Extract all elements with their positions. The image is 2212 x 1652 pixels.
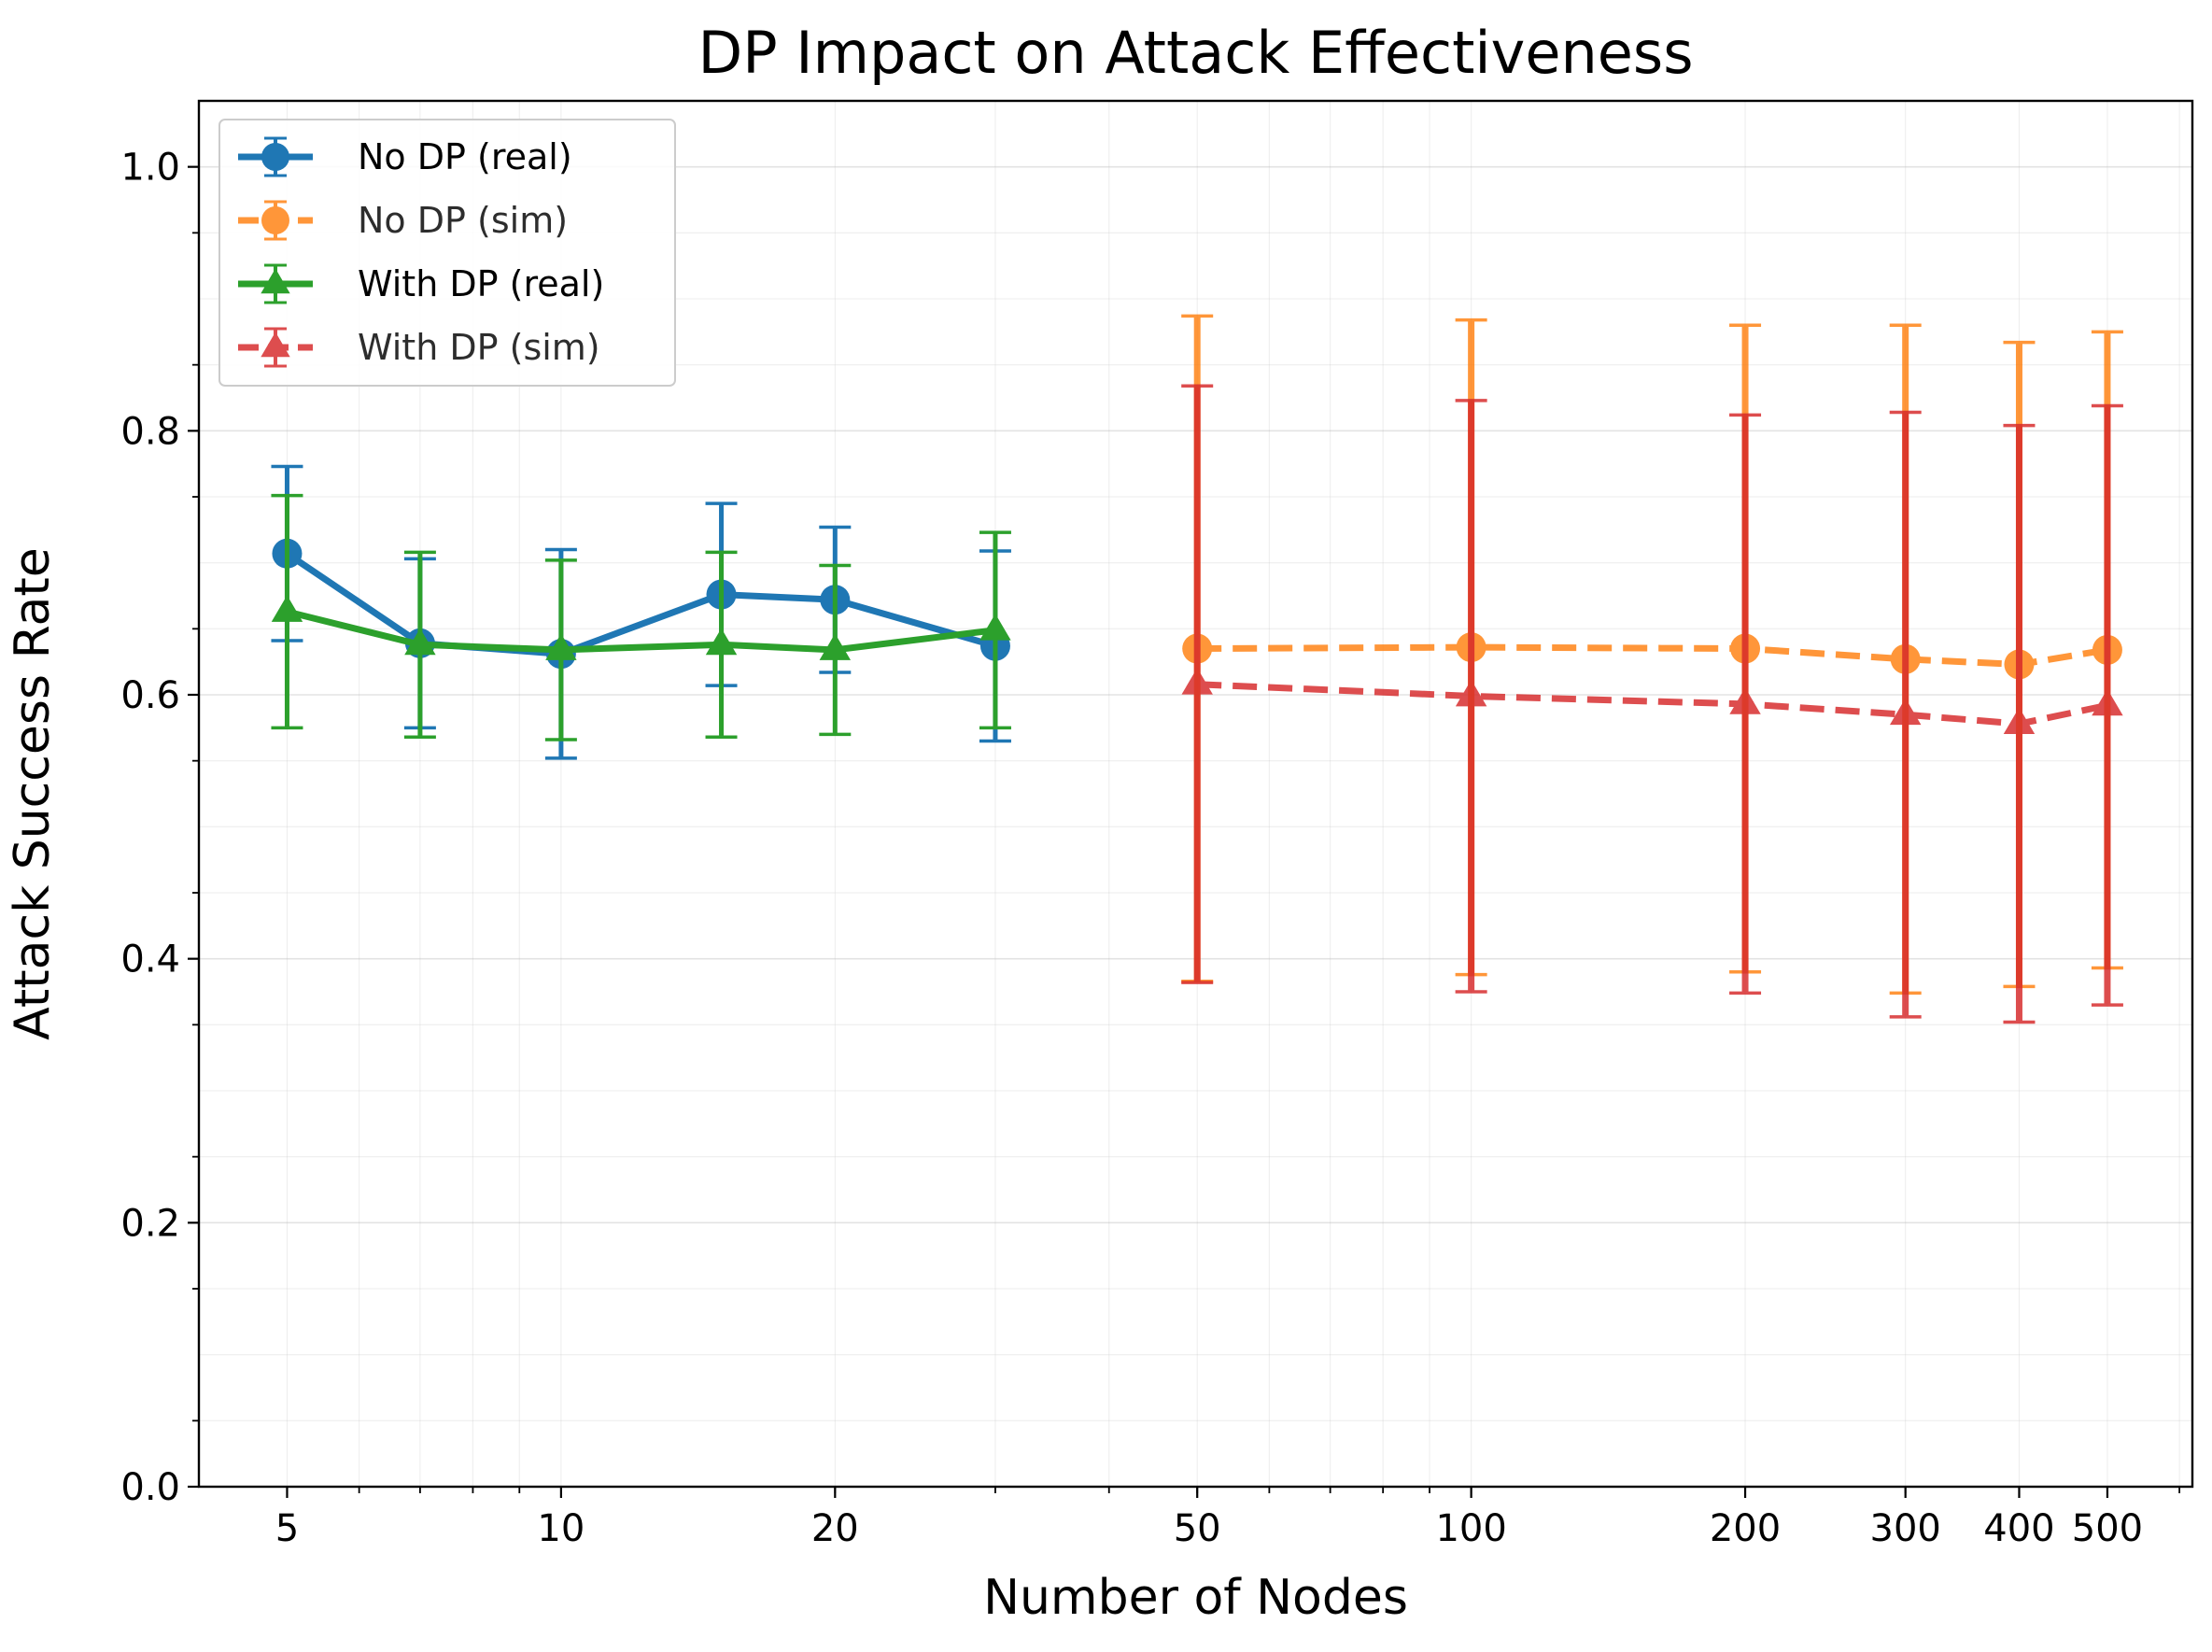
x-tick-label: 100 xyxy=(1435,1507,1506,1550)
y-tick-label: 1.0 xyxy=(120,147,180,190)
data-point xyxy=(1729,687,1761,714)
x-tick-label: 5 xyxy=(275,1507,299,1550)
legend-item: No DP (sim) xyxy=(238,200,568,241)
y-tick-label: 0.8 xyxy=(120,410,180,453)
legend-marker xyxy=(261,332,290,358)
data-point xyxy=(1889,698,1922,726)
axis-ticks: 5 10 20 50 100 200 300 400 500 0.0 0.2 0.4 0.6 0.8 1.0 xyxy=(120,147,2181,1550)
x-tick-label: 300 xyxy=(1870,1507,1941,1550)
legend-marker xyxy=(261,268,290,294)
data-point xyxy=(2092,688,2123,716)
data-point xyxy=(1181,668,1213,695)
legend-box xyxy=(218,119,676,387)
series-line xyxy=(286,608,996,654)
data-point xyxy=(979,614,1011,641)
x-axis-label: Number of Nodes xyxy=(983,1570,1408,1626)
y-tick-label: 0.2 xyxy=(120,1202,180,1245)
series-layer xyxy=(271,314,2123,1024)
legend-item: With DP (real) xyxy=(238,263,604,304)
x-tick-label: 50 xyxy=(1174,1507,1221,1550)
data-point xyxy=(1455,679,1487,707)
legend-label: With DP (real) xyxy=(358,263,604,304)
y-tick-label: 0.4 xyxy=(120,939,180,981)
x-tick-label: 500 xyxy=(2072,1507,2143,1550)
data-point xyxy=(819,633,852,660)
data-point xyxy=(705,628,738,656)
plot-frame xyxy=(197,99,2194,1489)
x-tick-label: 10 xyxy=(537,1507,585,1550)
legend-item: With DP (sim) xyxy=(238,327,600,368)
x-tick-label: 200 xyxy=(1710,1507,1781,1550)
y-tick-label: 0.0 xyxy=(120,1466,180,1509)
data-point xyxy=(404,628,436,656)
y-axis-label: Attack Success Rate xyxy=(5,547,61,1040)
series-4 xyxy=(1181,384,2123,1024)
legend-marker xyxy=(261,206,289,234)
chart-title: DP Impact on Attack Effectiveness xyxy=(697,19,1693,87)
legend-label: No DP (sim) xyxy=(358,200,568,241)
legend: No DP (real) No DP (sim) With DP (real) Wit… xyxy=(218,119,676,387)
legend-label: No DP (real) xyxy=(358,136,572,177)
y-tick-label: 0.6 xyxy=(120,674,180,717)
legend-label: With DP (sim) xyxy=(358,327,600,368)
x-tick-label: 400 xyxy=(1983,1507,2054,1550)
data-point xyxy=(2003,707,2036,735)
legend-item: No DP (real) xyxy=(238,136,572,177)
data-point xyxy=(271,595,303,622)
data-point xyxy=(545,633,577,660)
x-tick-label: 20 xyxy=(811,1507,859,1550)
legend-marker xyxy=(261,143,289,171)
series-line xyxy=(1197,681,2108,727)
series-3 xyxy=(271,493,1011,741)
series-line xyxy=(285,550,996,657)
